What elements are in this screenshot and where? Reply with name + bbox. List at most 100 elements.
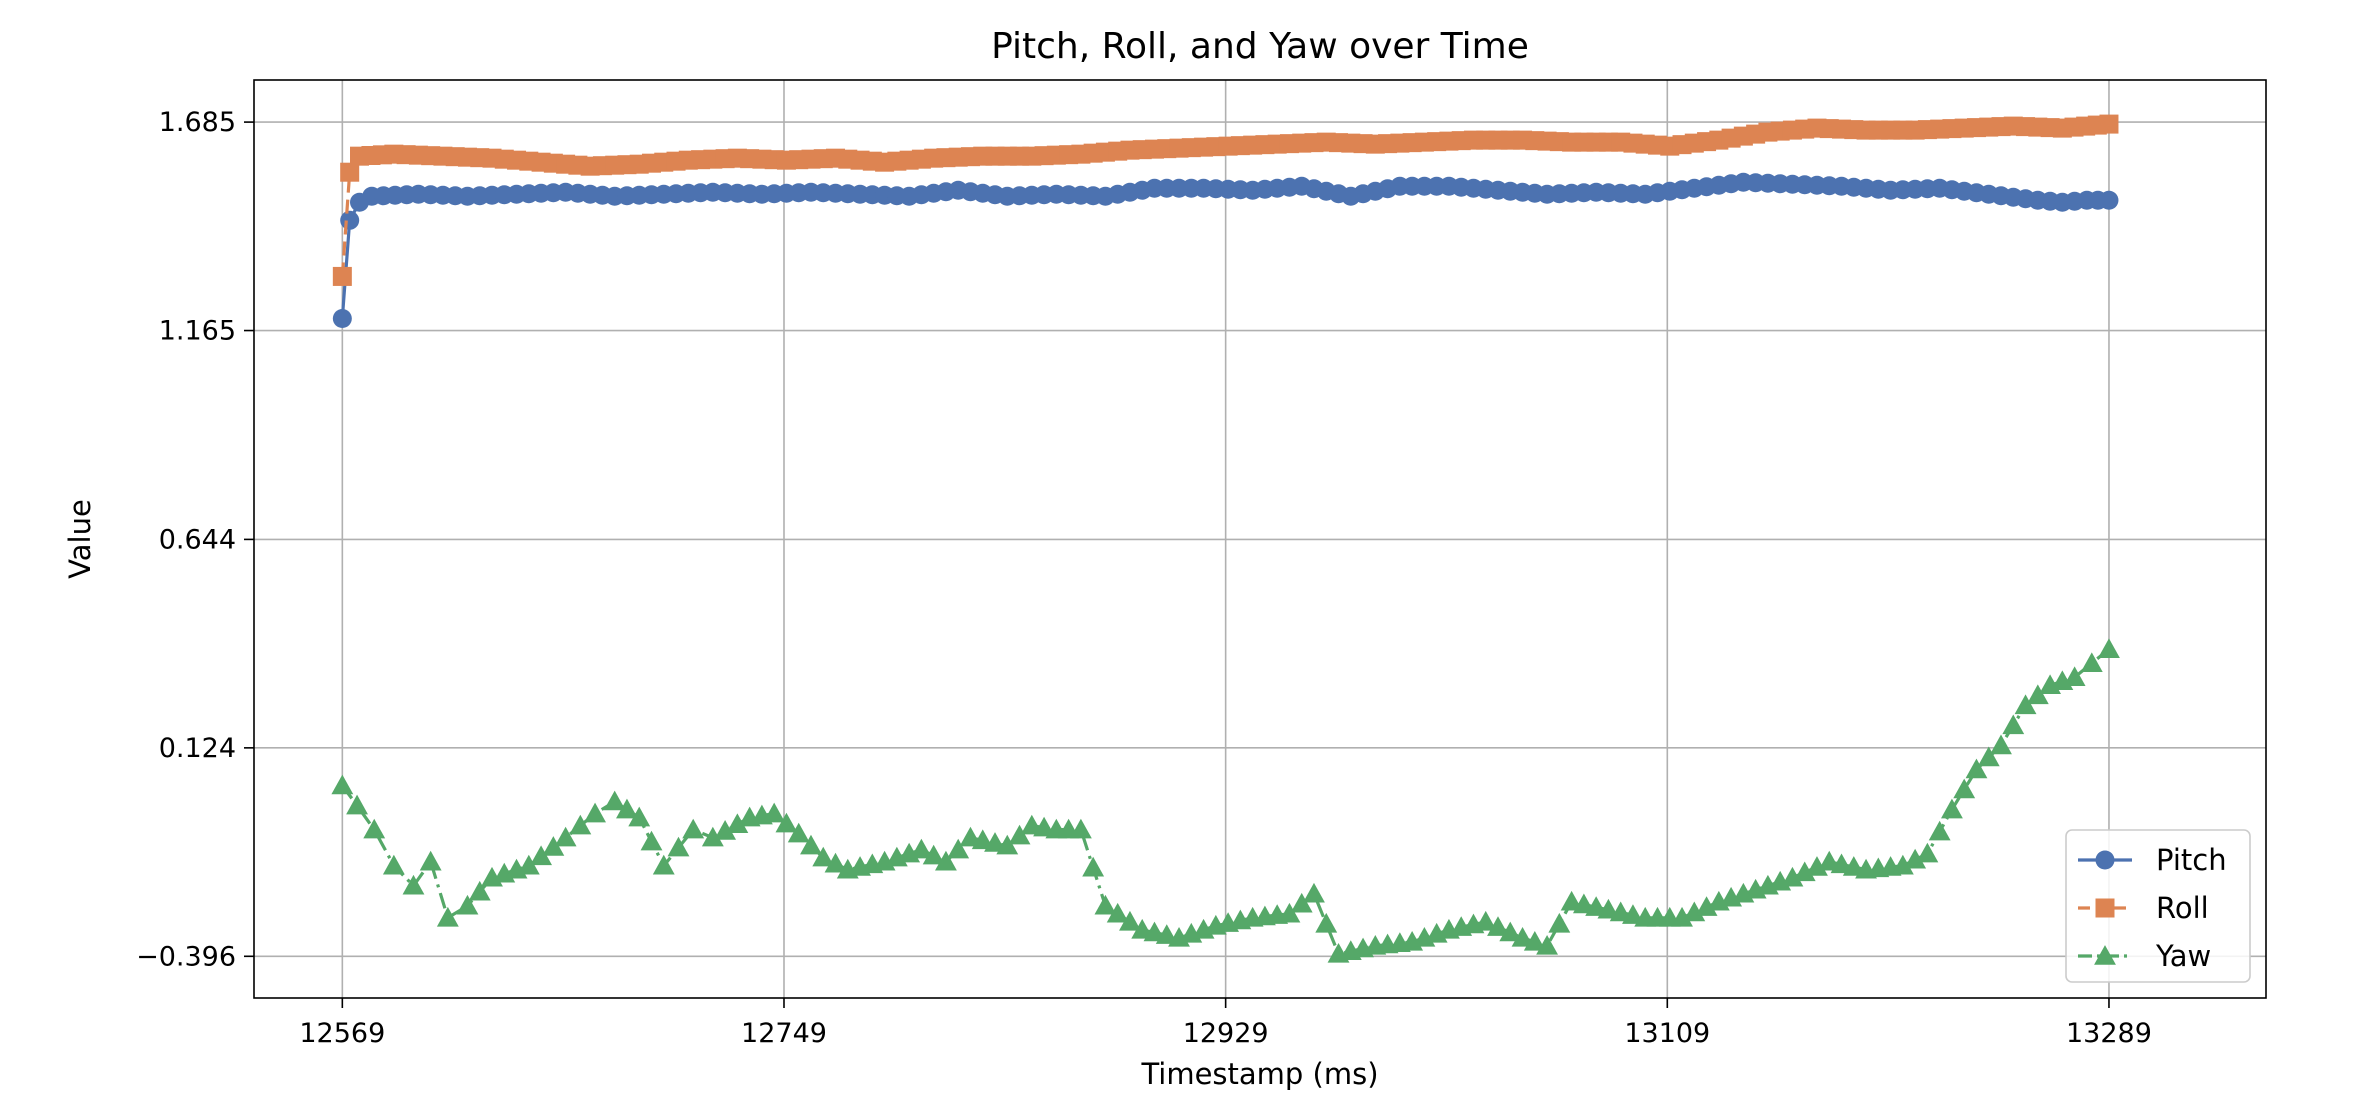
data-point-yaw <box>1695 896 1718 916</box>
data-point-yaw <box>2026 684 2049 705</box>
data-point-yaw <box>1143 921 1166 942</box>
data-point-yaw <box>456 894 479 915</box>
data-point-yaw <box>1941 798 1963 819</box>
legend-marker-pitch <box>2095 850 2115 870</box>
data-point-yaw <box>652 854 675 875</box>
y-tick-label: 1.685 <box>159 107 236 138</box>
data-point-yaw <box>1842 856 1865 876</box>
legend: Pitch Roll Yaw <box>2065 829 2251 983</box>
data-point-yaw <box>1523 930 1546 951</box>
data-point-yaw <box>1891 854 1914 875</box>
data-point-yaw <box>787 822 810 843</box>
data-point-yaw <box>2063 666 2086 687</box>
data-point-yaw <box>971 829 994 850</box>
data-point-yaw <box>382 854 405 875</box>
data-point-yaw <box>1830 853 1853 874</box>
data-point-yaw <box>468 880 491 901</box>
data-point-yaw <box>1622 904 1644 924</box>
data-point-yaw <box>1597 898 1620 919</box>
data-point-yaw <box>1069 818 1092 839</box>
data-point-roll <box>332 266 352 286</box>
data-point-yaw <box>363 818 386 839</box>
data-point-yaw <box>714 820 737 840</box>
data-point-yaw <box>667 836 690 857</box>
data-point-yaw <box>346 794 368 815</box>
data-point-yaw <box>1609 901 1632 922</box>
data-point-yaw <box>517 854 540 875</box>
data-point-yaw <box>2098 638 2120 658</box>
legend-item-yaw: Yaw <box>2078 939 2211 973</box>
data-point-yaw <box>1793 861 1816 882</box>
data-point-yaw <box>1315 912 1338 933</box>
data-point-yaw <box>603 790 626 811</box>
data-point-yaw <box>2002 714 2025 735</box>
series-roll <box>332 114 2119 286</box>
data-point-yaw <box>1303 882 1325 903</box>
data-point-yaw <box>1155 924 1178 944</box>
data-point-yaw <box>1818 850 1841 871</box>
data-point-yaw <box>1511 926 1534 947</box>
legend-label: Pitch <box>2156 843 2227 877</box>
data-point-yaw <box>910 838 933 859</box>
data-point-yaw <box>922 844 945 865</box>
data-point-yaw <box>1977 746 2000 767</box>
data-point-yaw <box>1928 820 1951 841</box>
data-point-pitch <box>340 210 360 230</box>
y-tick-label: 1.165 <box>159 316 236 347</box>
data-point-yaw <box>935 850 957 871</box>
data-point-yaw <box>1683 901 1706 922</box>
data-point-yaw <box>1806 856 1828 876</box>
data-point-yaw <box>1572 893 1595 914</box>
data-point-yaw <box>1781 866 1804 887</box>
legend-item-pitch: Pitch <box>2078 843 2227 877</box>
data-point-yaw <box>775 812 798 833</box>
data-point-yaw <box>554 826 577 847</box>
data-point-yaw <box>331 774 354 795</box>
legend-box <box>2065 829 2251 983</box>
data-point-pitch <box>332 309 352 329</box>
y-tick-label: 0.644 <box>159 524 236 555</box>
data-point-yaw <box>682 818 705 839</box>
x-tick-label: 12929 <box>1183 1018 1269 1049</box>
x-tick-label: 12749 <box>741 1018 827 1049</box>
data-point-yaw <box>1548 912 1571 933</box>
data-point-roll <box>340 162 360 182</box>
data-point-yaw <box>1560 890 1583 911</box>
data-point-yaw <box>569 814 592 835</box>
data-point-yaw <box>1904 848 1927 869</box>
data-point-yaw <box>584 802 606 823</box>
data-point-yaw <box>1278 902 1301 923</box>
data-point-yaw <box>947 838 970 859</box>
data-point-yaw <box>402 874 425 895</box>
data-point-yaw <box>800 834 822 855</box>
data-point-yaw <box>2080 652 2103 673</box>
data-point-yaw <box>996 834 1019 855</box>
chart-title: Pitch, Roll, and Yaw over Time <box>991 26 1529 67</box>
series-pitch <box>332 172 2119 329</box>
data-point-yaw <box>1953 778 1976 799</box>
data-point-yaw <box>1671 906 1693 927</box>
data-point-yaw <box>763 802 786 823</box>
data-point-yaw <box>1008 824 1031 845</box>
data-point-yaw <box>1119 910 1141 931</box>
data-point-yaw <box>2014 694 2037 715</box>
data-point-yaw <box>419 850 442 871</box>
axis-ticks: 12569 12749 12929 13109 13289 −0.396 0.124 0.64… <box>136 107 2152 1049</box>
data-point-yaw <box>726 813 749 834</box>
y-tick-label: 0.124 <box>159 733 236 764</box>
y-tick-label: −0.396 <box>136 941 236 972</box>
data-point-yaw <box>1536 934 1559 955</box>
x-tick-label: 13289 <box>2066 1018 2152 1049</box>
data-point-pitch <box>2099 190 2119 210</box>
x-axis-label: Timestamp (ms) <box>1140 1057 1378 1091</box>
data-point-yaw <box>1131 918 1154 939</box>
data-point-yaw <box>1094 894 1117 915</box>
data-point-yaw <box>824 852 847 873</box>
data-point-yaw <box>616 798 638 819</box>
data-point-yaw <box>1990 734 2012 755</box>
legend-label: Roll <box>2156 891 2209 925</box>
legend-item-roll: Roll <box>2078 891 2209 925</box>
legend-marker-roll <box>2095 898 2115 918</box>
data-point-yaw <box>1474 910 1497 931</box>
